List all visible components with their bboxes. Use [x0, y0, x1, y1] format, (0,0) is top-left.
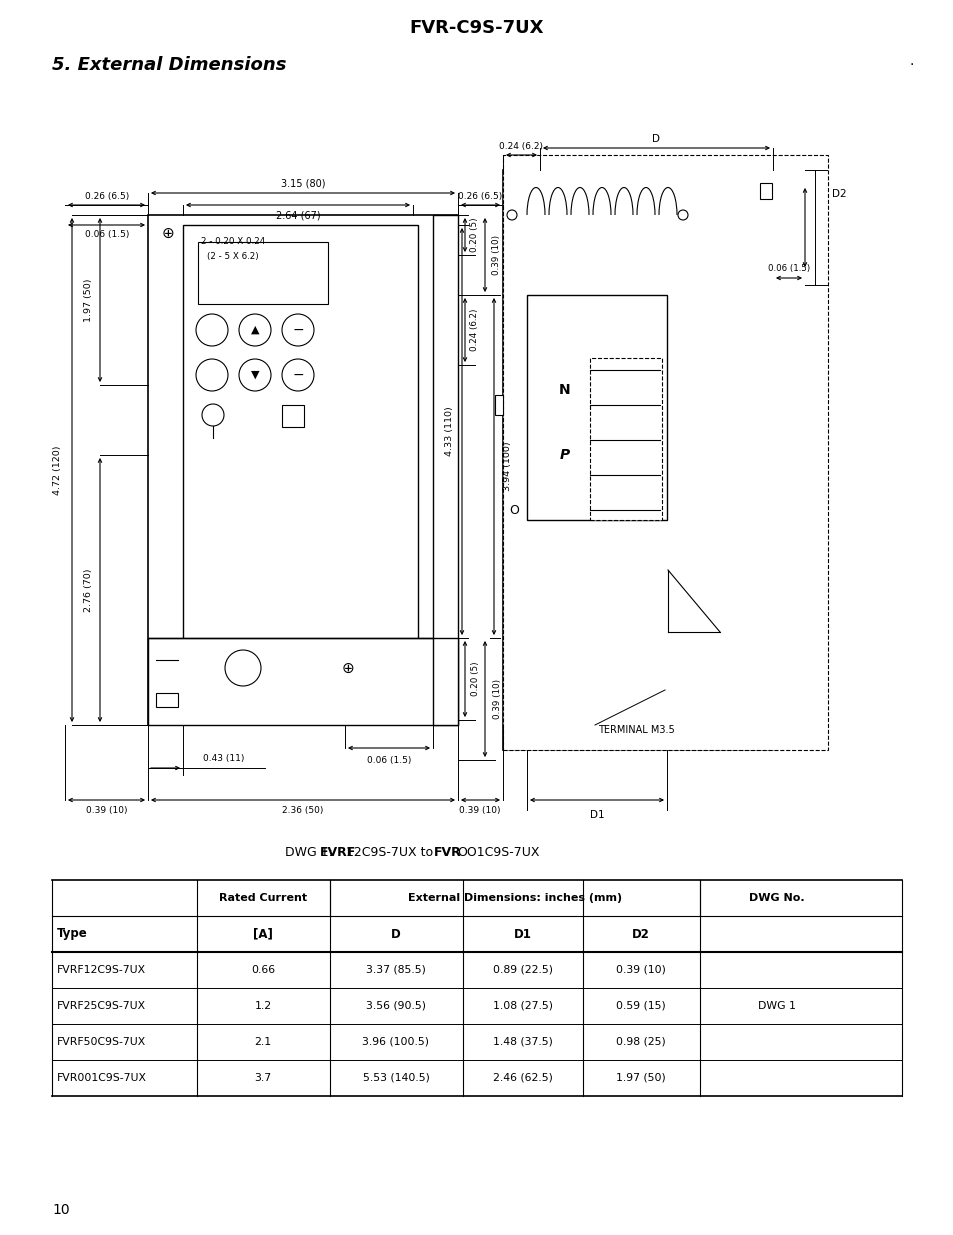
- Text: Rated Current: Rated Current: [218, 893, 307, 903]
- Text: 0.39 (10): 0.39 (10): [493, 679, 502, 719]
- Text: D2: D2: [632, 927, 649, 941]
- Text: FVRF50C9S-7UX: FVRF50C9S-7UX: [57, 1037, 146, 1047]
- Text: −: −: [292, 324, 303, 337]
- Text: 3.37 (85.5): 3.37 (85.5): [366, 965, 425, 974]
- Text: 10: 10: [52, 1203, 70, 1216]
- Text: FVR: FVR: [434, 846, 461, 858]
- Text: FVRF: FVRF: [319, 846, 355, 858]
- Text: 0.06 (1.5): 0.06 (1.5): [767, 263, 809, 273]
- Text: 1.97 (50): 1.97 (50): [616, 1073, 665, 1083]
- Bar: [526, 295, 666, 520]
- Text: 3.15 (80): 3.15 (80): [280, 178, 325, 188]
- Text: 0.39 (10): 0.39 (10): [616, 965, 665, 974]
- Text: 0.20 (5): 0.20 (5): [471, 662, 480, 697]
- Text: 3.94 (100): 3.94 (100): [503, 441, 512, 490]
- Bar: [502, 156, 827, 750]
- Bar: [589, 358, 661, 520]
- Text: FVR001C9S-7UX: FVR001C9S-7UX: [57, 1073, 147, 1083]
- Text: Type: Type: [57, 927, 88, 941]
- Text: 0.24 (6.2): 0.24 (6.2): [498, 142, 542, 151]
- Bar: [183, 225, 417, 685]
- Text: [A]: [A]: [253, 927, 273, 941]
- Text: 0.59 (15): 0.59 (15): [616, 1002, 665, 1011]
- Text: 4.72 (120): 4.72 (120): [52, 446, 61, 495]
- Text: OO1C9S-7UX: OO1C9S-7UX: [456, 846, 539, 858]
- Text: 0.98 (25): 0.98 (25): [616, 1037, 665, 1047]
- Text: 2 - 0.20 X 0.24: 2 - 0.20 X 0.24: [201, 237, 265, 247]
- Text: ⊕: ⊕: [161, 226, 174, 241]
- Text: 3.7: 3.7: [254, 1073, 272, 1083]
- Text: FVR-C9S-7UX: FVR-C9S-7UX: [410, 19, 543, 37]
- Text: ▲: ▲: [251, 325, 259, 335]
- Text: DWG 1:: DWG 1:: [285, 846, 336, 858]
- Text: 0.66: 0.66: [251, 965, 274, 974]
- Bar: [198, 242, 328, 304]
- Bar: [148, 215, 457, 725]
- Text: 2.64 (67): 2.64 (67): [275, 210, 320, 220]
- Text: ⊕: ⊕: [341, 661, 354, 676]
- Text: DWG 1: DWG 1: [758, 1002, 795, 1011]
- Text: ▼: ▼: [251, 370, 259, 380]
- Text: 0.26 (6.5): 0.26 (6.5): [457, 191, 501, 200]
- Text: 0.89 (22.5): 0.89 (22.5): [493, 965, 553, 974]
- Text: FVRF12C9S-7UX: FVRF12C9S-7UX: [57, 965, 146, 974]
- Text: D1: D1: [589, 810, 603, 820]
- Text: 0.20 (5): 0.20 (5): [470, 217, 479, 252]
- Text: 1.48 (37.5): 1.48 (37.5): [493, 1037, 553, 1047]
- Text: 3.56 (90.5): 3.56 (90.5): [366, 1002, 426, 1011]
- Text: D2: D2: [831, 189, 845, 199]
- Text: 1.2: 1.2: [254, 1002, 272, 1011]
- Text: D1: D1: [514, 927, 532, 941]
- Text: 0.06 (1.5): 0.06 (1.5): [85, 231, 129, 240]
- Text: 3.96 (100.5): 3.96 (100.5): [362, 1037, 429, 1047]
- Text: 0.26 (6.5): 0.26 (6.5): [85, 191, 129, 200]
- Text: 0.39 (10): 0.39 (10): [86, 805, 128, 815]
- Text: 4.33 (110): 4.33 (110): [445, 406, 454, 456]
- Text: External Dimensions: inches (mm): External Dimensions: inches (mm): [408, 893, 621, 903]
- Text: DWG No.: DWG No.: [748, 893, 804, 903]
- Text: (2 - 5 X 6.2): (2 - 5 X 6.2): [207, 252, 258, 262]
- Bar: [760, 183, 771, 199]
- Text: 5.53 (140.5): 5.53 (140.5): [362, 1073, 429, 1083]
- Text: 2.36 (50): 2.36 (50): [282, 805, 323, 815]
- Text: ·: ·: [909, 58, 913, 72]
- Text: −: −: [292, 368, 303, 382]
- Bar: [148, 638, 457, 725]
- Bar: [502, 170, 772, 750]
- Bar: [156, 693, 178, 706]
- Text: 2.76 (70): 2.76 (70): [84, 568, 92, 611]
- Text: 0.43 (11): 0.43 (11): [203, 753, 244, 762]
- Text: 0.39 (10): 0.39 (10): [458, 805, 500, 815]
- Text: 12C9S-7UX to: 12C9S-7UX to: [346, 846, 436, 858]
- Bar: [495, 395, 502, 415]
- Text: O: O: [509, 504, 518, 516]
- Text: D: D: [391, 927, 400, 941]
- Text: FVRF25C9S-7UX: FVRF25C9S-7UX: [57, 1002, 146, 1011]
- Text: 0.06 (1.5): 0.06 (1.5): [366, 756, 411, 764]
- Text: TERMINAL M3.5: TERMINAL M3.5: [598, 725, 674, 735]
- Text: 1.97 (50): 1.97 (50): [84, 278, 92, 322]
- Bar: [433, 215, 457, 725]
- Text: 1.08 (27.5): 1.08 (27.5): [493, 1002, 553, 1011]
- Text: 2.1: 2.1: [254, 1037, 272, 1047]
- Text: D: D: [651, 135, 659, 144]
- Text: N: N: [558, 383, 570, 396]
- Text: P: P: [559, 448, 570, 462]
- Text: 0.39 (10): 0.39 (10): [492, 235, 501, 275]
- Text: 5. External Dimensions: 5. External Dimensions: [52, 56, 286, 74]
- Bar: [282, 405, 304, 427]
- Text: 2.46 (62.5): 2.46 (62.5): [493, 1073, 553, 1083]
- Text: 0.24 (6.2): 0.24 (6.2): [470, 309, 479, 351]
